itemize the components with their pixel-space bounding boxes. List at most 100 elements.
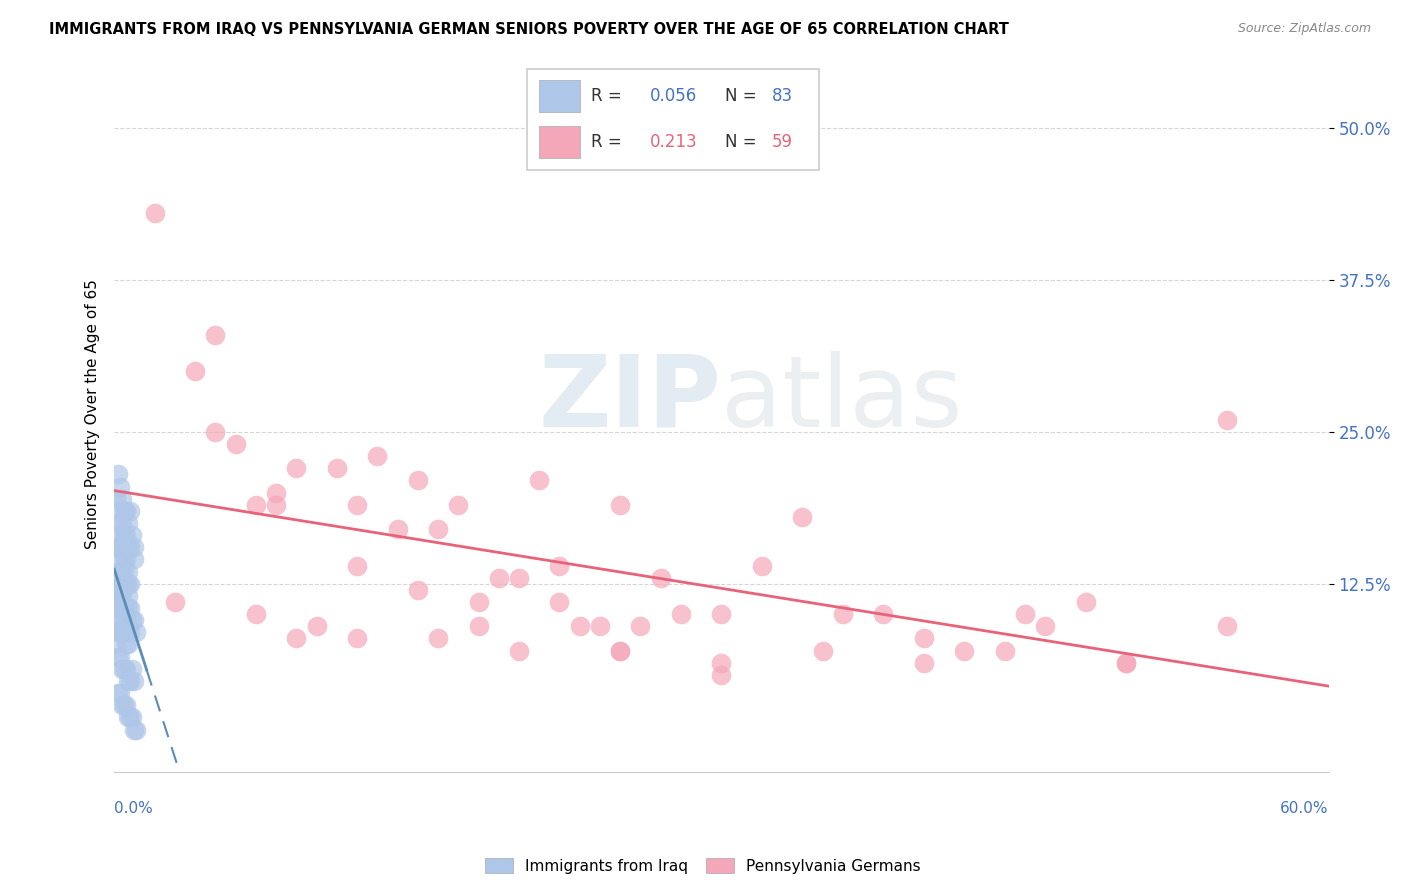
Point <box>326 461 349 475</box>
Point <box>112 662 135 676</box>
Point <box>264 498 287 512</box>
Point <box>111 516 134 530</box>
Point <box>117 638 139 652</box>
Point <box>609 643 631 657</box>
Point <box>121 613 143 627</box>
Point <box>669 607 692 621</box>
Point <box>120 541 142 555</box>
Point <box>110 625 132 640</box>
Point <box>107 601 129 615</box>
Point <box>107 516 129 530</box>
Point <box>124 541 146 555</box>
Point <box>115 613 138 627</box>
Point <box>912 656 935 670</box>
Point <box>115 638 138 652</box>
Point <box>111 698 134 713</box>
Point <box>111 541 134 555</box>
Point <box>110 528 132 542</box>
Point <box>124 613 146 627</box>
Point <box>204 425 226 439</box>
Text: Source: ZipAtlas.com: Source: ZipAtlas.com <box>1237 22 1371 36</box>
Point <box>105 565 128 579</box>
Point <box>107 541 129 555</box>
Point <box>112 504 135 518</box>
Point <box>953 643 976 657</box>
Point <box>124 552 146 566</box>
Point <box>1216 413 1239 427</box>
Text: atlas: atlas <box>721 351 963 448</box>
Point <box>111 541 134 555</box>
Point <box>111 625 134 640</box>
Point <box>387 522 409 536</box>
Point <box>112 528 135 542</box>
Point <box>589 619 612 633</box>
Point <box>112 625 135 640</box>
Point <box>792 509 814 524</box>
Point <box>831 607 853 621</box>
Point <box>1115 656 1137 670</box>
Point <box>568 619 591 633</box>
Point <box>710 607 733 621</box>
Point <box>115 698 138 713</box>
Point <box>107 625 129 640</box>
Point <box>112 601 135 615</box>
Point <box>912 632 935 646</box>
Point <box>529 474 551 488</box>
Point <box>143 206 166 220</box>
Point <box>110 576 132 591</box>
Point <box>120 673 142 688</box>
Point <box>1074 595 1097 609</box>
Point <box>609 498 631 512</box>
Text: ZIP: ZIP <box>538 351 721 448</box>
Point <box>811 643 834 657</box>
Point <box>1014 607 1036 621</box>
Point <box>111 613 134 627</box>
Point <box>110 565 132 579</box>
Point <box>110 552 132 566</box>
Point <box>427 632 450 646</box>
Point <box>225 437 247 451</box>
Point <box>285 632 308 646</box>
Legend: Immigrants from Iraq, Pennsylvania Germans: Immigrants from Iraq, Pennsylvania Germa… <box>479 852 927 880</box>
Point <box>710 656 733 670</box>
Point <box>112 552 135 566</box>
Point <box>111 576 134 591</box>
Point <box>120 504 142 518</box>
Point <box>650 571 672 585</box>
Point <box>1216 619 1239 633</box>
Point <box>406 474 429 488</box>
Point <box>609 643 631 657</box>
Point <box>751 558 773 573</box>
Text: 60.0%: 60.0% <box>1279 801 1329 816</box>
Point <box>111 589 134 603</box>
Point <box>630 619 652 633</box>
Point <box>124 723 146 737</box>
Point <box>115 504 138 518</box>
Point <box>112 565 135 579</box>
Point <box>117 565 139 579</box>
Point <box>366 449 388 463</box>
Point <box>121 662 143 676</box>
Point <box>107 589 129 603</box>
Point <box>994 643 1017 657</box>
Point <box>117 576 139 591</box>
Point <box>117 541 139 555</box>
Point <box>111 662 134 676</box>
Point <box>105 491 128 506</box>
Point <box>117 673 139 688</box>
Point <box>112 576 135 591</box>
Point <box>548 595 571 609</box>
Point <box>467 619 489 633</box>
Point <box>107 686 129 700</box>
Point <box>111 601 134 615</box>
Point <box>121 710 143 724</box>
Point <box>120 625 142 640</box>
Point <box>124 673 146 688</box>
Point <box>488 571 510 585</box>
Point <box>346 632 368 646</box>
Text: IMMIGRANTS FROM IRAQ VS PENNSYLVANIA GERMAN SENIORS POVERTY OVER THE AGE OF 65 C: IMMIGRANTS FROM IRAQ VS PENNSYLVANIA GER… <box>49 22 1010 37</box>
Point <box>346 498 368 512</box>
Point <box>163 595 186 609</box>
Point <box>117 710 139 724</box>
Point <box>112 698 135 713</box>
